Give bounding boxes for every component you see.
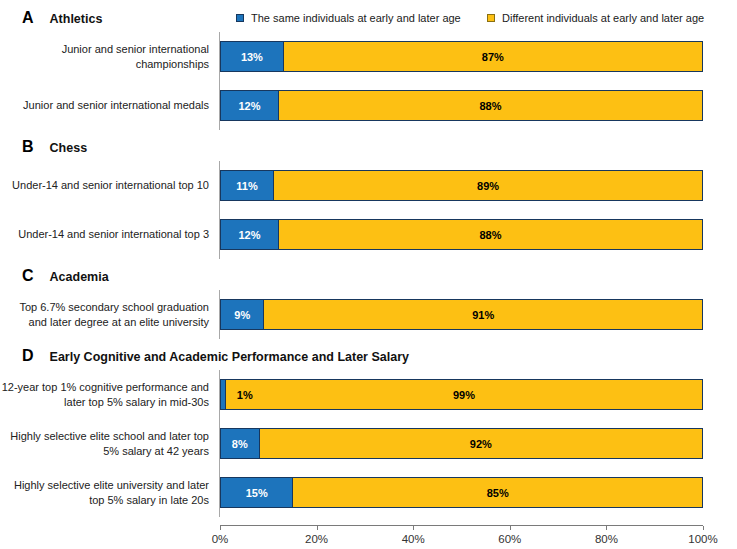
segment-same-value: 13% [241,51,263,63]
legend-swatch-different-icon [487,14,495,22]
segment-same-value: 9% [234,309,250,321]
bar-row: Highly selective elite school and later … [0,428,737,459]
stacked-bar: 8% 92% [220,428,703,459]
stacked-bar: 12% 88% [220,90,703,121]
segment-different-value: 91% [472,309,494,321]
bar-category-label: Highly selective elite school and later … [0,429,220,458]
bar-row: Highly selective elite university and la… [0,477,737,508]
segment-different-value: 92% [470,438,492,450]
bar-category-label: 12-year top 1% cognitive performance and… [0,380,220,409]
panel-title: Chess [50,141,88,155]
bar-category-label: Top 6.7% secondary school graduation and… [0,300,220,329]
segment-same-value: 11% [236,180,257,192]
bar-row: Junior and senior international champion… [0,41,737,72]
axis-tick-label: 100% [688,533,717,545]
panel-rows: 12-year top 1% cognitive performance and… [0,379,737,508]
segment-different: 87% [283,41,703,72]
segment-same: 13% [220,41,283,72]
bar-category-label: Highly selective elite university and la… [0,478,220,507]
stacked-bar: 9% 91% [220,299,703,330]
panel-letter: D [22,347,34,365]
segment-same: 8% [220,428,259,459]
segment-different: 89% [273,170,703,201]
segment-different: 1% 99% [225,379,703,410]
segment-same-value: 1% [237,389,253,401]
segment-different-value: 88% [479,100,501,112]
bar-category-label: Under-14 and senior international top 3 [0,227,220,241]
stacked-bar: 1% 99% [220,379,703,410]
segment-different: 85% [292,477,703,508]
segment-same: 12% [220,219,278,250]
legend-item-same: The same individuals at early and later … [236,12,461,24]
bar-row: Under-14 and senior international top 10… [0,170,737,201]
segment-same: 9% [220,299,263,330]
segment-different: 92% [259,428,703,459]
segment-same: 12% [220,90,278,121]
panel-title: Academia [50,270,109,284]
stacked-bar: 15% 85% [220,477,703,508]
axis-tick [510,526,511,530]
panel-title: Early Cognitive and Academic Performance… [50,350,409,364]
panel-D: D Early Cognitive and Academic Performanc… [0,347,737,508]
segment-different-value: 87% [482,51,504,63]
panel-rows: Junior and senior international champion… [0,41,737,121]
panel-title: Athletics [50,12,103,26]
axis-tick [317,526,318,530]
axis-tick-label: 80% [595,533,618,545]
legend-item-different: Different individuals at early and later… [487,12,704,24]
panel-B: B Chess Under-14 and senior international … [0,138,737,250]
panel-A: A Athletics Junior and senior internationa… [0,9,737,121]
panel-rows: Top 6.7% secondary school graduation and… [0,299,737,330]
axis-tick-label: 0% [212,533,229,545]
panel-letter: B [22,138,34,156]
segment-different: 88% [278,219,703,250]
bar-row: Top 6.7% secondary school graduation and… [0,299,737,330]
axis-tick [606,526,607,530]
bar-row: Under-14 and senior international top 31… [0,219,737,250]
axis-tick-label: 60% [498,533,521,545]
segment-same-value: 12% [238,100,260,112]
panel-rows: Under-14 and senior international top 10… [0,170,737,250]
legend-label-different: Different individuals at early and later… [502,12,704,24]
figure: The same individuals at early and later … [0,0,737,549]
axis-tick [220,526,221,530]
segment-different-value: 88% [479,229,501,241]
stacked-bar: 11% 89% [220,170,703,201]
stacked-bar: 13% 87% [220,41,703,72]
panel-letter: A [22,9,34,27]
segment-same-value: 12% [238,229,260,241]
bar-category-label: Under-14 and senior international top 10 [0,178,220,192]
segment-different-value: 85% [487,487,509,499]
bar-row: 12-year top 1% cognitive performance and… [0,379,737,410]
bar-row: Junior and senior international medals12… [0,90,737,121]
panel-letter: C [22,267,34,285]
segment-different-value: 89% [477,180,499,192]
legend-swatch-same-icon [236,14,244,22]
segment-same: 15% [220,477,292,508]
panel-header-C: C Academia [22,267,737,285]
segment-different-value: 99% [453,389,475,401]
segment-same: 11% [220,170,273,201]
panel-header-D: D Early Cognitive and Academic Performanc… [22,347,737,365]
axis-tick-label: 20% [305,533,328,545]
panel-header-B: B Chess [22,138,737,156]
segment-different: 88% [278,90,703,121]
axis-tick-label: 40% [402,533,425,545]
bar-category-label: Junior and senior international medals [0,98,220,112]
panels-container: A Athletics Junior and senior internationa… [0,9,737,508]
legend-label-same: The same individuals at early and later … [251,12,461,24]
bar-category-label: Junior and senior international champion… [0,42,220,71]
axis-tick [413,526,414,530]
stacked-bar: 12% 88% [220,219,703,250]
segment-same-value: 15% [246,487,268,499]
x-axis: 0%20%40%60%80%100% [220,525,703,549]
segment-different: 91% [263,299,703,330]
segment-same-value: 8% [232,438,248,450]
axis-tick [703,526,704,530]
panel-C: C Academia Top 6.7% secondary school gradu… [0,267,737,330]
